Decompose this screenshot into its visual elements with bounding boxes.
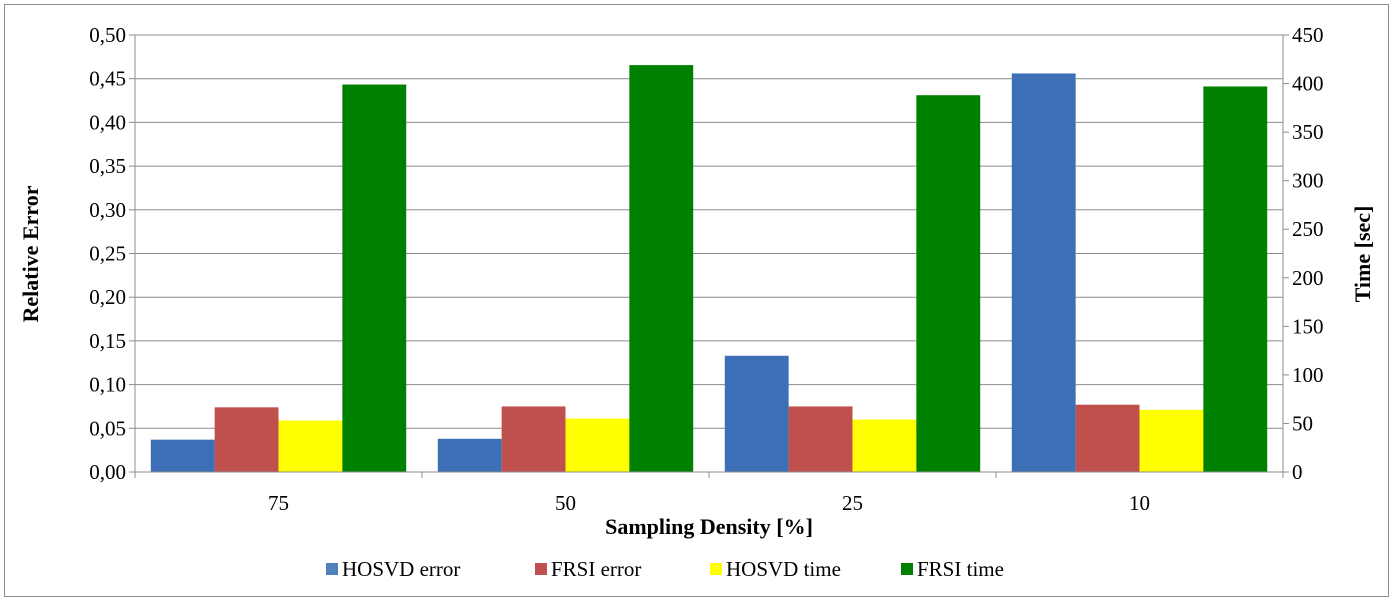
category-labels: 75 50 25 10: [268, 491, 1150, 515]
left-tick-label: 0,40: [89, 110, 126, 134]
y-axis-title: Relative Error: [18, 185, 43, 322]
right-tick-label: 400: [1292, 72, 1324, 96]
bar-frsi-time: [916, 95, 981, 472]
legend-swatch-hosvd-time: [710, 563, 722, 575]
right-tick-label: 0: [1292, 460, 1303, 484]
bar-hosvd-error: [724, 355, 789, 472]
legend-swatch-hosvd-error: [326, 563, 338, 575]
right-tick-label: 450: [1292, 23, 1324, 47]
legend-label: HOSVD time: [726, 557, 841, 581]
bars: [150, 65, 1268, 473]
left-tick-label: 0,30: [89, 198, 126, 222]
bar-hosvd-time: [278, 420, 343, 472]
left-tick-label: 0,10: [89, 373, 126, 397]
right-tick-label: 300: [1292, 169, 1324, 193]
left-tick-label: 0,05: [89, 416, 126, 440]
left-tick-label: 0,00: [89, 460, 126, 484]
left-tick-label: 0,45: [89, 67, 126, 91]
category-label: 10: [1129, 491, 1150, 515]
bar-hosvd-time: [565, 418, 630, 472]
legend: HOSVD error FRSI error HOSVD time FRSI time: [326, 557, 1004, 581]
legend-label: FRSI time: [917, 557, 1004, 581]
right-tick-labels: 0 50 100 150 200 250 300 350 400 450: [1292, 23, 1324, 484]
right-tick-label: 50: [1292, 411, 1313, 435]
bar-frsi-error: [1075, 404, 1140, 472]
chart-frame: [4, 4, 1389, 597]
legend-label: HOSVD error: [342, 557, 460, 581]
bar-hosvd-time: [852, 419, 917, 472]
gridlines: [135, 34, 1283, 429]
bar-hosvd-error: [437, 438, 502, 472]
category-label: 50: [555, 491, 576, 515]
bar-hosvd-time: [1139, 409, 1204, 472]
bar-frsi-time: [1203, 86, 1268, 473]
category-label: 25: [842, 491, 863, 515]
y2-axis-title: Time [sec]: [1350, 206, 1375, 303]
right-tick-label: 250: [1292, 217, 1324, 241]
right-tick-label: 150: [1292, 314, 1324, 338]
bar-frsi-time: [342, 84, 407, 472]
left-tick-label: 0,20: [89, 285, 126, 309]
bar-hosvd-error: [1011, 73, 1076, 473]
bar-frsi-error: [214, 407, 279, 472]
bar-frsi-error: [501, 406, 566, 472]
right-tick-label: 350: [1292, 120, 1324, 144]
bar-frsi-time: [629, 65, 694, 473]
left-tick-label: 0,35: [89, 154, 126, 178]
left-tick-label: 0,15: [89, 329, 126, 353]
right-tick-label: 200: [1292, 266, 1324, 290]
category-label: 75: [268, 491, 289, 515]
legend-swatch-frsi-time: [901, 563, 913, 575]
bar-hosvd-error: [150, 439, 215, 472]
x-axis-title: Sampling Density [%]: [605, 514, 813, 539]
left-tick-label: 0,25: [89, 242, 126, 266]
legend-swatch-frsi-error: [535, 563, 547, 575]
axes: [129, 34, 1289, 478]
bar-frsi-error: [788, 406, 853, 472]
right-tick-label: 100: [1292, 363, 1324, 387]
left-tick-labels: 0,00 0,05 0,10 0,15 0,20 0,25 0,30 0,35 0,40 0,45…: [89, 23, 126, 484]
legend-label: FRSI error: [551, 557, 641, 581]
left-tick-label: 0,50: [89, 23, 126, 47]
